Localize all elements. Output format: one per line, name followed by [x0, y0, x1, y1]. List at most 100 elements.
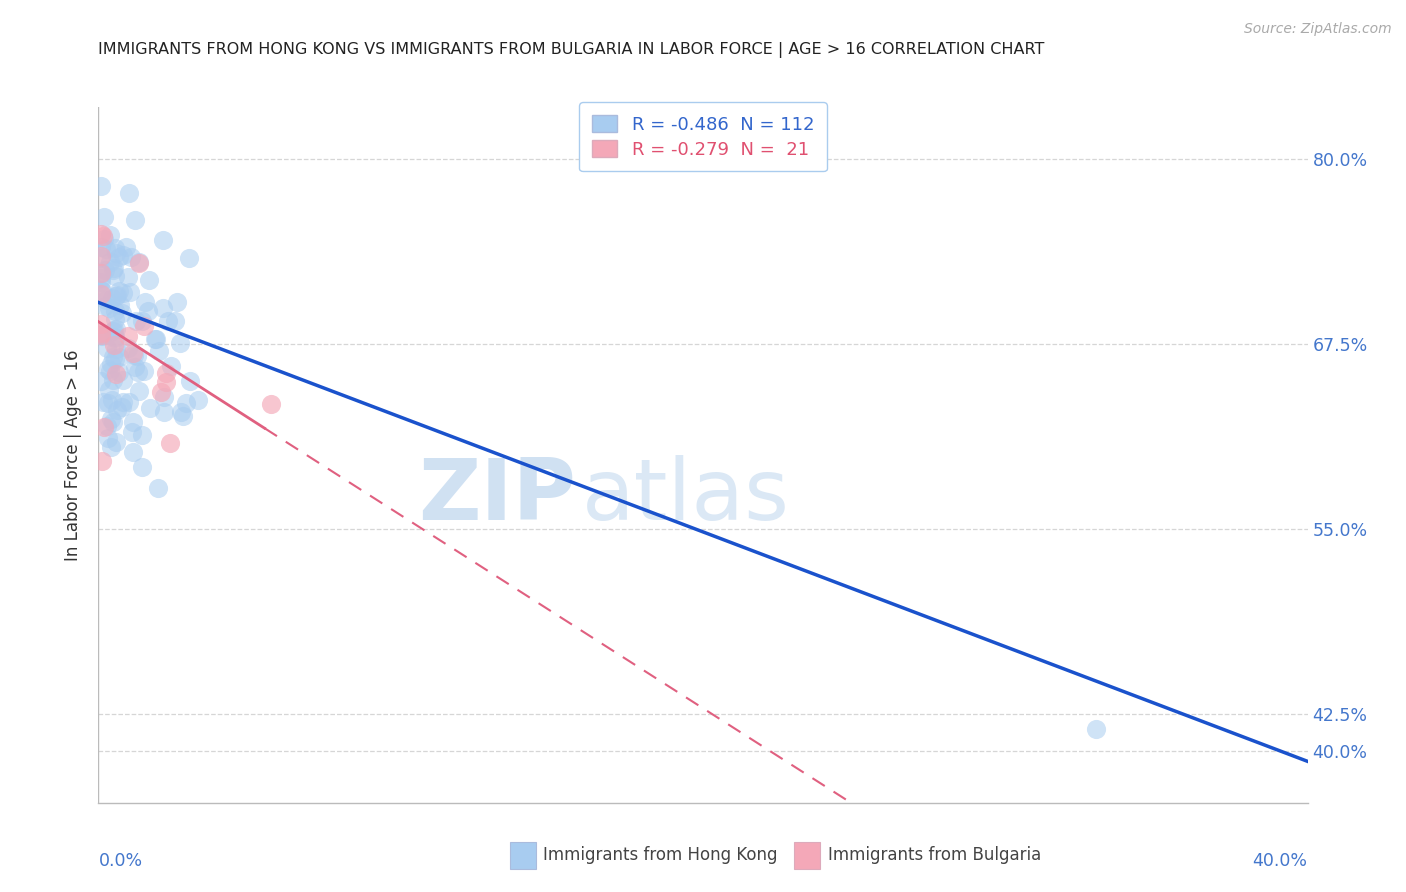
Point [169, 336, 191, 351]
Point [127, 365, 149, 379]
Point [111, 306, 134, 320]
Point [104, 241, 127, 255]
Point [107, 250, 129, 264]
Point [93, 299, 115, 313]
Point [91, 329, 114, 343]
Point [98, 301, 121, 315]
Point [105, 343, 128, 357]
Point [117, 394, 139, 409]
Point [90, 249, 112, 263]
Text: Immigrants from Bulgaria: Immigrants from Bulgaria [828, 846, 1040, 864]
Point [152, 301, 174, 316]
Point [103, 261, 125, 276]
Point [93, 232, 115, 246]
Point [94, 242, 117, 256]
Point [96, 419, 118, 434]
Point [131, 428, 153, 442]
Point [96, 342, 118, 356]
Point [121, 425, 143, 439]
Point [117, 328, 139, 343]
Point [159, 435, 181, 450]
Point [90, 271, 112, 285]
Point [97, 362, 120, 376]
Point [148, 343, 170, 358]
Point [131, 314, 153, 328]
Point [122, 346, 145, 360]
Point [104, 246, 127, 260]
Point [103, 337, 125, 351]
Point [101, 393, 124, 408]
Point [104, 435, 127, 450]
Point [146, 481, 169, 495]
Point [107, 284, 129, 298]
Point [90, 326, 112, 341]
Point [149, 384, 172, 399]
Point [170, 404, 193, 418]
Point [187, 392, 209, 407]
Point [177, 251, 200, 265]
Point [111, 248, 134, 262]
Point [90, 287, 112, 301]
Point [97, 396, 120, 410]
Point [174, 395, 197, 409]
Point [108, 297, 131, 311]
Point [136, 304, 159, 318]
Point [91, 284, 114, 298]
Point [118, 285, 141, 299]
Point [163, 314, 186, 328]
Point [122, 445, 145, 459]
Point [90, 227, 112, 241]
Point [91, 454, 114, 468]
Point [97, 383, 120, 397]
Point [157, 314, 180, 328]
Point [104, 312, 127, 326]
Point [117, 269, 139, 284]
Point [121, 415, 143, 429]
Point [125, 314, 148, 328]
Text: 0.0%: 0.0% [98, 852, 142, 870]
Point [134, 319, 156, 334]
Point [103, 350, 125, 364]
Point [104, 329, 127, 343]
Point [90, 283, 112, 297]
Point [104, 304, 127, 318]
Point [104, 268, 127, 283]
Point [131, 460, 153, 475]
Point [105, 288, 128, 302]
Point [91, 228, 114, 243]
Legend: R = -0.486  N = 112, R = -0.279  N =  21: R = -0.486 N = 112, R = -0.279 N = 21 [579, 103, 827, 171]
Text: 40.0%: 40.0% [1253, 852, 1308, 870]
Point [110, 401, 132, 415]
Text: atlas: atlas [582, 455, 790, 538]
Point [132, 364, 155, 378]
Point [97, 431, 120, 445]
Point [114, 240, 136, 254]
Point [134, 295, 156, 310]
Point [107, 365, 129, 379]
Point [107, 350, 129, 364]
Point [100, 440, 122, 454]
Point [91, 327, 114, 342]
Point [103, 323, 125, 337]
Point [172, 409, 194, 424]
Point [90, 374, 112, 388]
Point [90, 328, 112, 343]
Point [94, 293, 117, 307]
Point [101, 262, 124, 277]
Point [112, 286, 135, 301]
Text: Immigrants from Hong Kong: Immigrants from Hong Kong [543, 846, 778, 864]
Point [138, 273, 160, 287]
Point [100, 412, 122, 426]
Point [166, 295, 188, 310]
Point [94, 263, 117, 277]
Point [101, 324, 124, 338]
Point [101, 373, 124, 387]
Point [260, 397, 283, 411]
Point [160, 359, 183, 373]
Point [93, 210, 115, 224]
Point [101, 291, 124, 305]
Point [93, 419, 115, 434]
Point [100, 255, 122, 269]
Point [112, 394, 135, 409]
Point [145, 332, 167, 346]
